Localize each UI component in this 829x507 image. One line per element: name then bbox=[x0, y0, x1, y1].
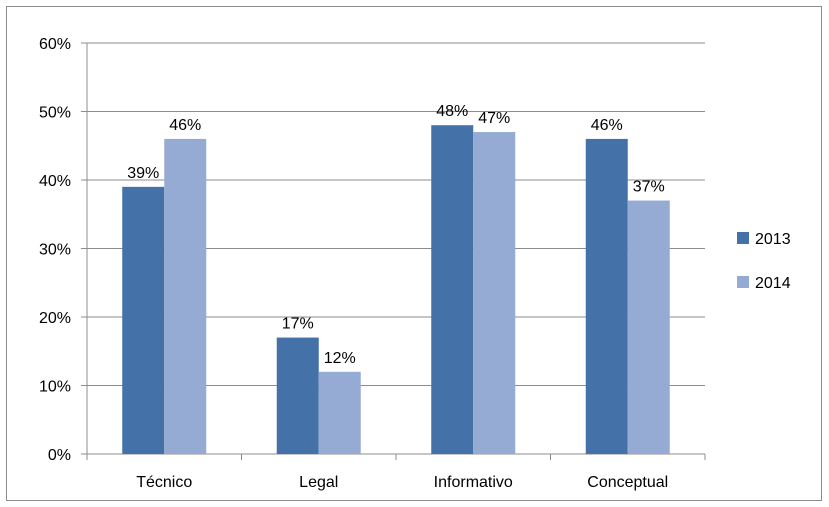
bar-2014-0 bbox=[164, 138, 207, 454]
ytick-label-10: 10% bbox=[39, 379, 71, 396]
data-label-2014-0: 46% bbox=[169, 117, 201, 134]
bar-2014-3 bbox=[627, 200, 670, 454]
bar-2013-2 bbox=[431, 125, 474, 454]
bar-2013-1 bbox=[276, 337, 319, 454]
data-label-2014-2: 47% bbox=[478, 110, 510, 127]
ytick-label-60: 60% bbox=[39, 36, 71, 53]
bar-2014-2 bbox=[473, 132, 516, 455]
bar-2013-3 bbox=[585, 138, 628, 454]
data-label-2013-0: 39% bbox=[127, 165, 159, 182]
legend-swatch-2014 bbox=[737, 276, 749, 288]
ytick-label-30: 30% bbox=[39, 242, 71, 259]
chart-frame: 0% 10% 20% 30% 40% 50% 60% 39% 46% Técnico 17% 12% L… bbox=[6, 6, 822, 501]
category-label-2: Informativo bbox=[434, 474, 513, 491]
bar-2013-0 bbox=[122, 186, 165, 454]
data-label-2013-3: 46% bbox=[591, 117, 623, 134]
data-label-2013-2: 48% bbox=[436, 103, 468, 120]
data-label-2014-1: 12% bbox=[324, 350, 356, 367]
category-label-1: Legal bbox=[299, 474, 338, 491]
bar-2014-1 bbox=[318, 371, 361, 454]
legend-label-2014: 2014 bbox=[755, 275, 791, 292]
ytick-label-20: 20% bbox=[39, 310, 71, 327]
legend-swatch-2013 bbox=[737, 232, 749, 244]
category-label-0: Técnico bbox=[136, 474, 192, 491]
bar-chart: 0% 10% 20% 30% 40% 50% 60% 39% 46% Técnico 17% 12% L… bbox=[39, 36, 791, 491]
ytick-label-50: 50% bbox=[39, 105, 71, 122]
legend-label-2013: 2013 bbox=[755, 231, 791, 248]
ytick-label-40: 40% bbox=[39, 173, 71, 190]
ytick-label-0: 0% bbox=[48, 447, 71, 464]
data-label-2014-3: 37% bbox=[633, 179, 665, 196]
data-label-2013-1: 17% bbox=[282, 316, 314, 333]
category-label-3: Conceptual bbox=[587, 474, 668, 491]
